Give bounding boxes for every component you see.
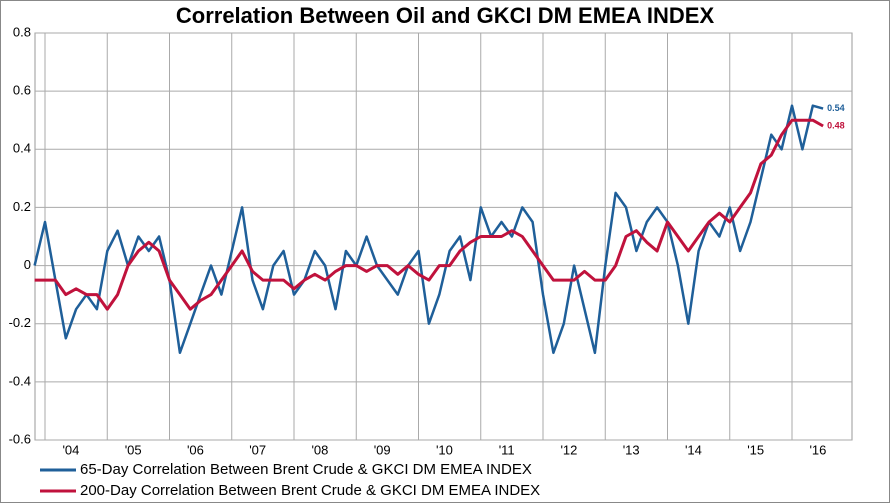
x-tick-label: '08 <box>311 442 328 457</box>
series-line <box>34 118 824 311</box>
x-tick-label: '06 <box>187 442 204 457</box>
series-line <box>33 104 824 355</box>
x-tick-label: '16 <box>809 442 826 457</box>
legend-label: 200-Day Correlation Between Brent Crude … <box>80 482 540 499</box>
y-tick-label: -0.4 <box>9 373 31 388</box>
x-tick-label: '14 <box>685 442 702 457</box>
x-tick-label: '13 <box>623 442 640 457</box>
end-value-label: 0.54 <box>827 103 845 113</box>
y-tick-label: -0.2 <box>9 315 31 330</box>
legend-label: 65-Day Correlation Between Brent Crude &… <box>80 461 532 478</box>
y-tick-label: 0.8 <box>13 24 31 39</box>
x-tick-label: '07 <box>249 442 266 457</box>
x-tick-label: '09 <box>374 442 391 457</box>
x-tick-label: '10 <box>436 442 453 457</box>
end-value-label: 0.48 <box>827 120 845 130</box>
x-tick-label: '12 <box>560 442 577 457</box>
y-tick-label: 0.6 <box>13 83 31 98</box>
y-tick-label: 0 <box>24 257 31 272</box>
x-tick-label: '15 <box>747 442 764 457</box>
y-tick-label: 0.4 <box>13 141 31 156</box>
y-tick-label: 0.2 <box>13 199 31 214</box>
chart-title: Correlation Between Oil and GKCI DM EMEA… <box>176 3 715 28</box>
y-tick-label: -0.6 <box>9 431 31 446</box>
x-tick-label: '04 <box>62 442 79 457</box>
x-tick-label: '05 <box>125 442 142 457</box>
x-tick-label: '11 <box>499 442 515 457</box>
